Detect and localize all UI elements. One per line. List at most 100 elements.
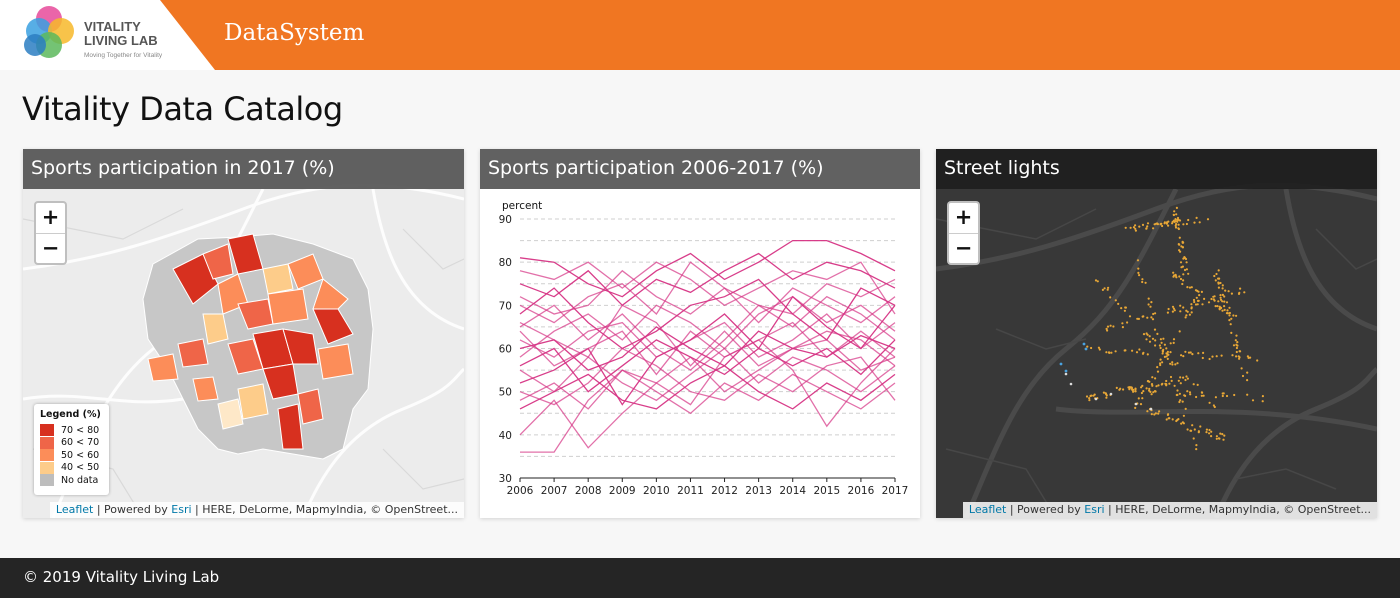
legend-swatch — [40, 461, 54, 474]
street-light-dot — [1192, 437, 1195, 440]
zoom-out-button[interactable]: − — [949, 233, 978, 263]
street-light-dot — [1088, 397, 1091, 400]
street-light-dot — [1150, 301, 1153, 304]
street-light-dot — [1144, 281, 1147, 284]
street-light-dot — [1154, 344, 1157, 347]
series-line — [519, 269, 896, 324]
app-name[interactable]: DataSystem — [224, 20, 365, 46]
street-light-dot — [1223, 300, 1226, 303]
street-light-dot — [1165, 379, 1168, 383]
street-light-dot — [1177, 379, 1180, 382]
street-light-dot — [1178, 330, 1181, 333]
street-light-dot — [1192, 298, 1196, 302]
logo[interactable]: VITALITY LIVING LAB Moving Together for … — [0, 0, 215, 70]
street-light-dot — [1132, 390, 1135, 393]
street-light-dot — [1148, 335, 1151, 338]
esri-link[interactable]: Esri — [171, 503, 192, 516]
street-light-dot — [1138, 225, 1141, 228]
y-tick-label: 40 — [499, 430, 512, 442]
street-light-dot — [1223, 305, 1226, 308]
street-light-dot — [1229, 323, 1232, 326]
zoom-out-button[interactable]: − — [36, 233, 65, 263]
street-light-dot — [1182, 241, 1185, 244]
street-light-dot — [1210, 297, 1213, 301]
street-light-dot — [1137, 267, 1140, 270]
street-light-dot — [1107, 286, 1110, 289]
street-light-dot — [1186, 428, 1189, 431]
street-light-dot — [1216, 305, 1219, 308]
street-light-dot — [1221, 309, 1224, 312]
street-light-dot — [1172, 219, 1175, 222]
street-light-dot — [1223, 308, 1226, 311]
street-light-dot — [1166, 413, 1169, 416]
street-light-dot — [1256, 359, 1259, 362]
street-light-dot — [1218, 277, 1221, 280]
zoom-in-button[interactable]: + — [41, 205, 60, 229]
street-light-dot — [1203, 297, 1206, 300]
street-light-dot — [1147, 380, 1150, 383]
street-light-dot — [1194, 303, 1198, 306]
legend-item: 50 < 60 — [40, 449, 103, 462]
street-light-dot — [1172, 307, 1175, 310]
street-light-dot — [1173, 210, 1176, 213]
street-light-dot — [1189, 351, 1192, 354]
street-light-dot — [1122, 388, 1125, 391]
legend-swatch — [40, 436, 54, 449]
street-light-dot — [1198, 294, 1201, 297]
line-chart[interactable]: 30 40 50 60 70 80 90 percent 2006 2007 2008 2009 201… — [480, 189, 920, 518]
street-light-dot — [1163, 221, 1166, 224]
street-light-dot — [1148, 387, 1151, 390]
street-light-dot — [1160, 383, 1163, 386]
leaflet-link[interactable]: Leaflet — [55, 503, 94, 516]
street-light-dot — [1182, 355, 1185, 358]
street-light-dot — [1172, 213, 1175, 217]
street-light-dot — [1233, 393, 1236, 397]
street-light-dot — [1149, 305, 1152, 308]
street-light-dot — [1179, 304, 1182, 307]
street-light-dot — [1182, 279, 1185, 282]
street-light-dot — [1094, 279, 1098, 282]
leaflet-link[interactable]: Leaflet — [968, 503, 1007, 516]
street-light-dot — [1190, 303, 1193, 306]
esri-link[interactable]: Esri — [1084, 503, 1105, 516]
street-light-dot — [1114, 299, 1117, 302]
street-light-dot — [1145, 338, 1148, 341]
street-light-dot — [1177, 227, 1180, 231]
street-light-dot — [1221, 300, 1224, 303]
street-light-dot — [1166, 311, 1169, 314]
street-light-dot — [1173, 309, 1176, 312]
street-light-dot — [1156, 332, 1159, 335]
logo-tagline: Moving Together for Vitality — [84, 52, 163, 59]
street-light-dot — [1181, 246, 1184, 249]
street-light-dot — [1168, 417, 1171, 420]
street-light-dot — [1145, 387, 1148, 390]
street-light-dot — [1086, 345, 1089, 348]
street-light-dot — [1179, 250, 1182, 253]
street-light-dot — [1210, 435, 1213, 438]
street-light-points — [1059, 206, 1264, 451]
street-light-dot — [1165, 355, 1168, 358]
street-light-dot — [1172, 275, 1175, 278]
street-light-dot — [1223, 295, 1226, 298]
street-light-dot — [1221, 284, 1224, 287]
street-light-dot — [1158, 344, 1161, 347]
street-light-dot — [1151, 318, 1155, 321]
street-light-dot — [1176, 393, 1179, 396]
street-lights-map[interactable] — [936, 149, 1377, 518]
street-light-dot — [1219, 296, 1222, 299]
street-light-dot — [1154, 412, 1157, 415]
street-light-dot — [1092, 394, 1095, 397]
zoom-in-button[interactable]: + — [954, 205, 973, 229]
panel-title: Street lights — [936, 149, 1377, 189]
street-light-dot — [1208, 432, 1211, 435]
street-light-dot — [1136, 259, 1140, 262]
street-light-dot — [1134, 387, 1137, 390]
street-light-dot — [1150, 393, 1153, 396]
street-light-dot — [1102, 391, 1105, 394]
street-light-dot — [1197, 352, 1200, 355]
street-light-dot — [1159, 358, 1162, 361]
street-light-dot — [1118, 388, 1121, 391]
street-light-dot — [1218, 437, 1221, 440]
street-light-dot — [1180, 354, 1183, 357]
street-light-dot — [1200, 394, 1203, 397]
